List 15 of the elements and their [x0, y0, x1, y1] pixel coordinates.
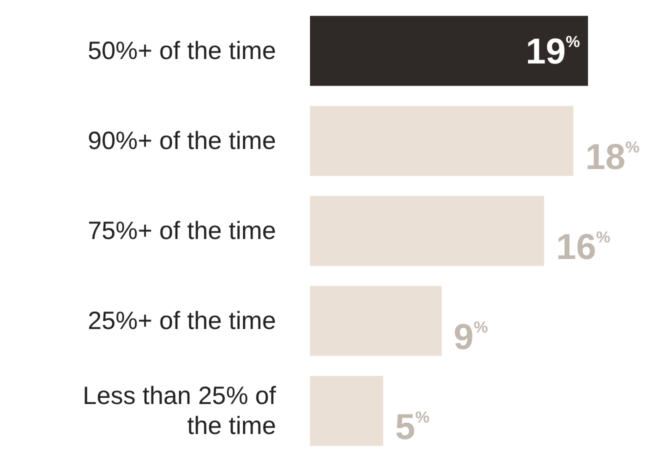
- bar: [310, 376, 384, 446]
- y-tick-label: 25%+ of the time: [88, 307, 276, 335]
- data-label: 9$^{%}$: [454, 316, 488, 357]
- bar: [310, 106, 574, 176]
- y-tick-label: Less than 25% of the time: [82, 382, 276, 440]
- data-label: 5$^{%}$: [395, 406, 430, 447]
- bar: [310, 286, 442, 356]
- data-label: 18$^{%}$: [585, 136, 640, 177]
- y-tick-label: 75%+ of the time: [88, 217, 276, 245]
- y-tick-label: 90%+ of the time: [88, 127, 276, 155]
- bar: [310, 196, 544, 266]
- data-label: 19$^{%}$: [526, 30, 580, 72]
- y-tick-label: 50%+ of the time: [88, 37, 276, 65]
- bar: [310, 16, 588, 86]
- data-label: 16$^{%}$: [556, 226, 610, 267]
